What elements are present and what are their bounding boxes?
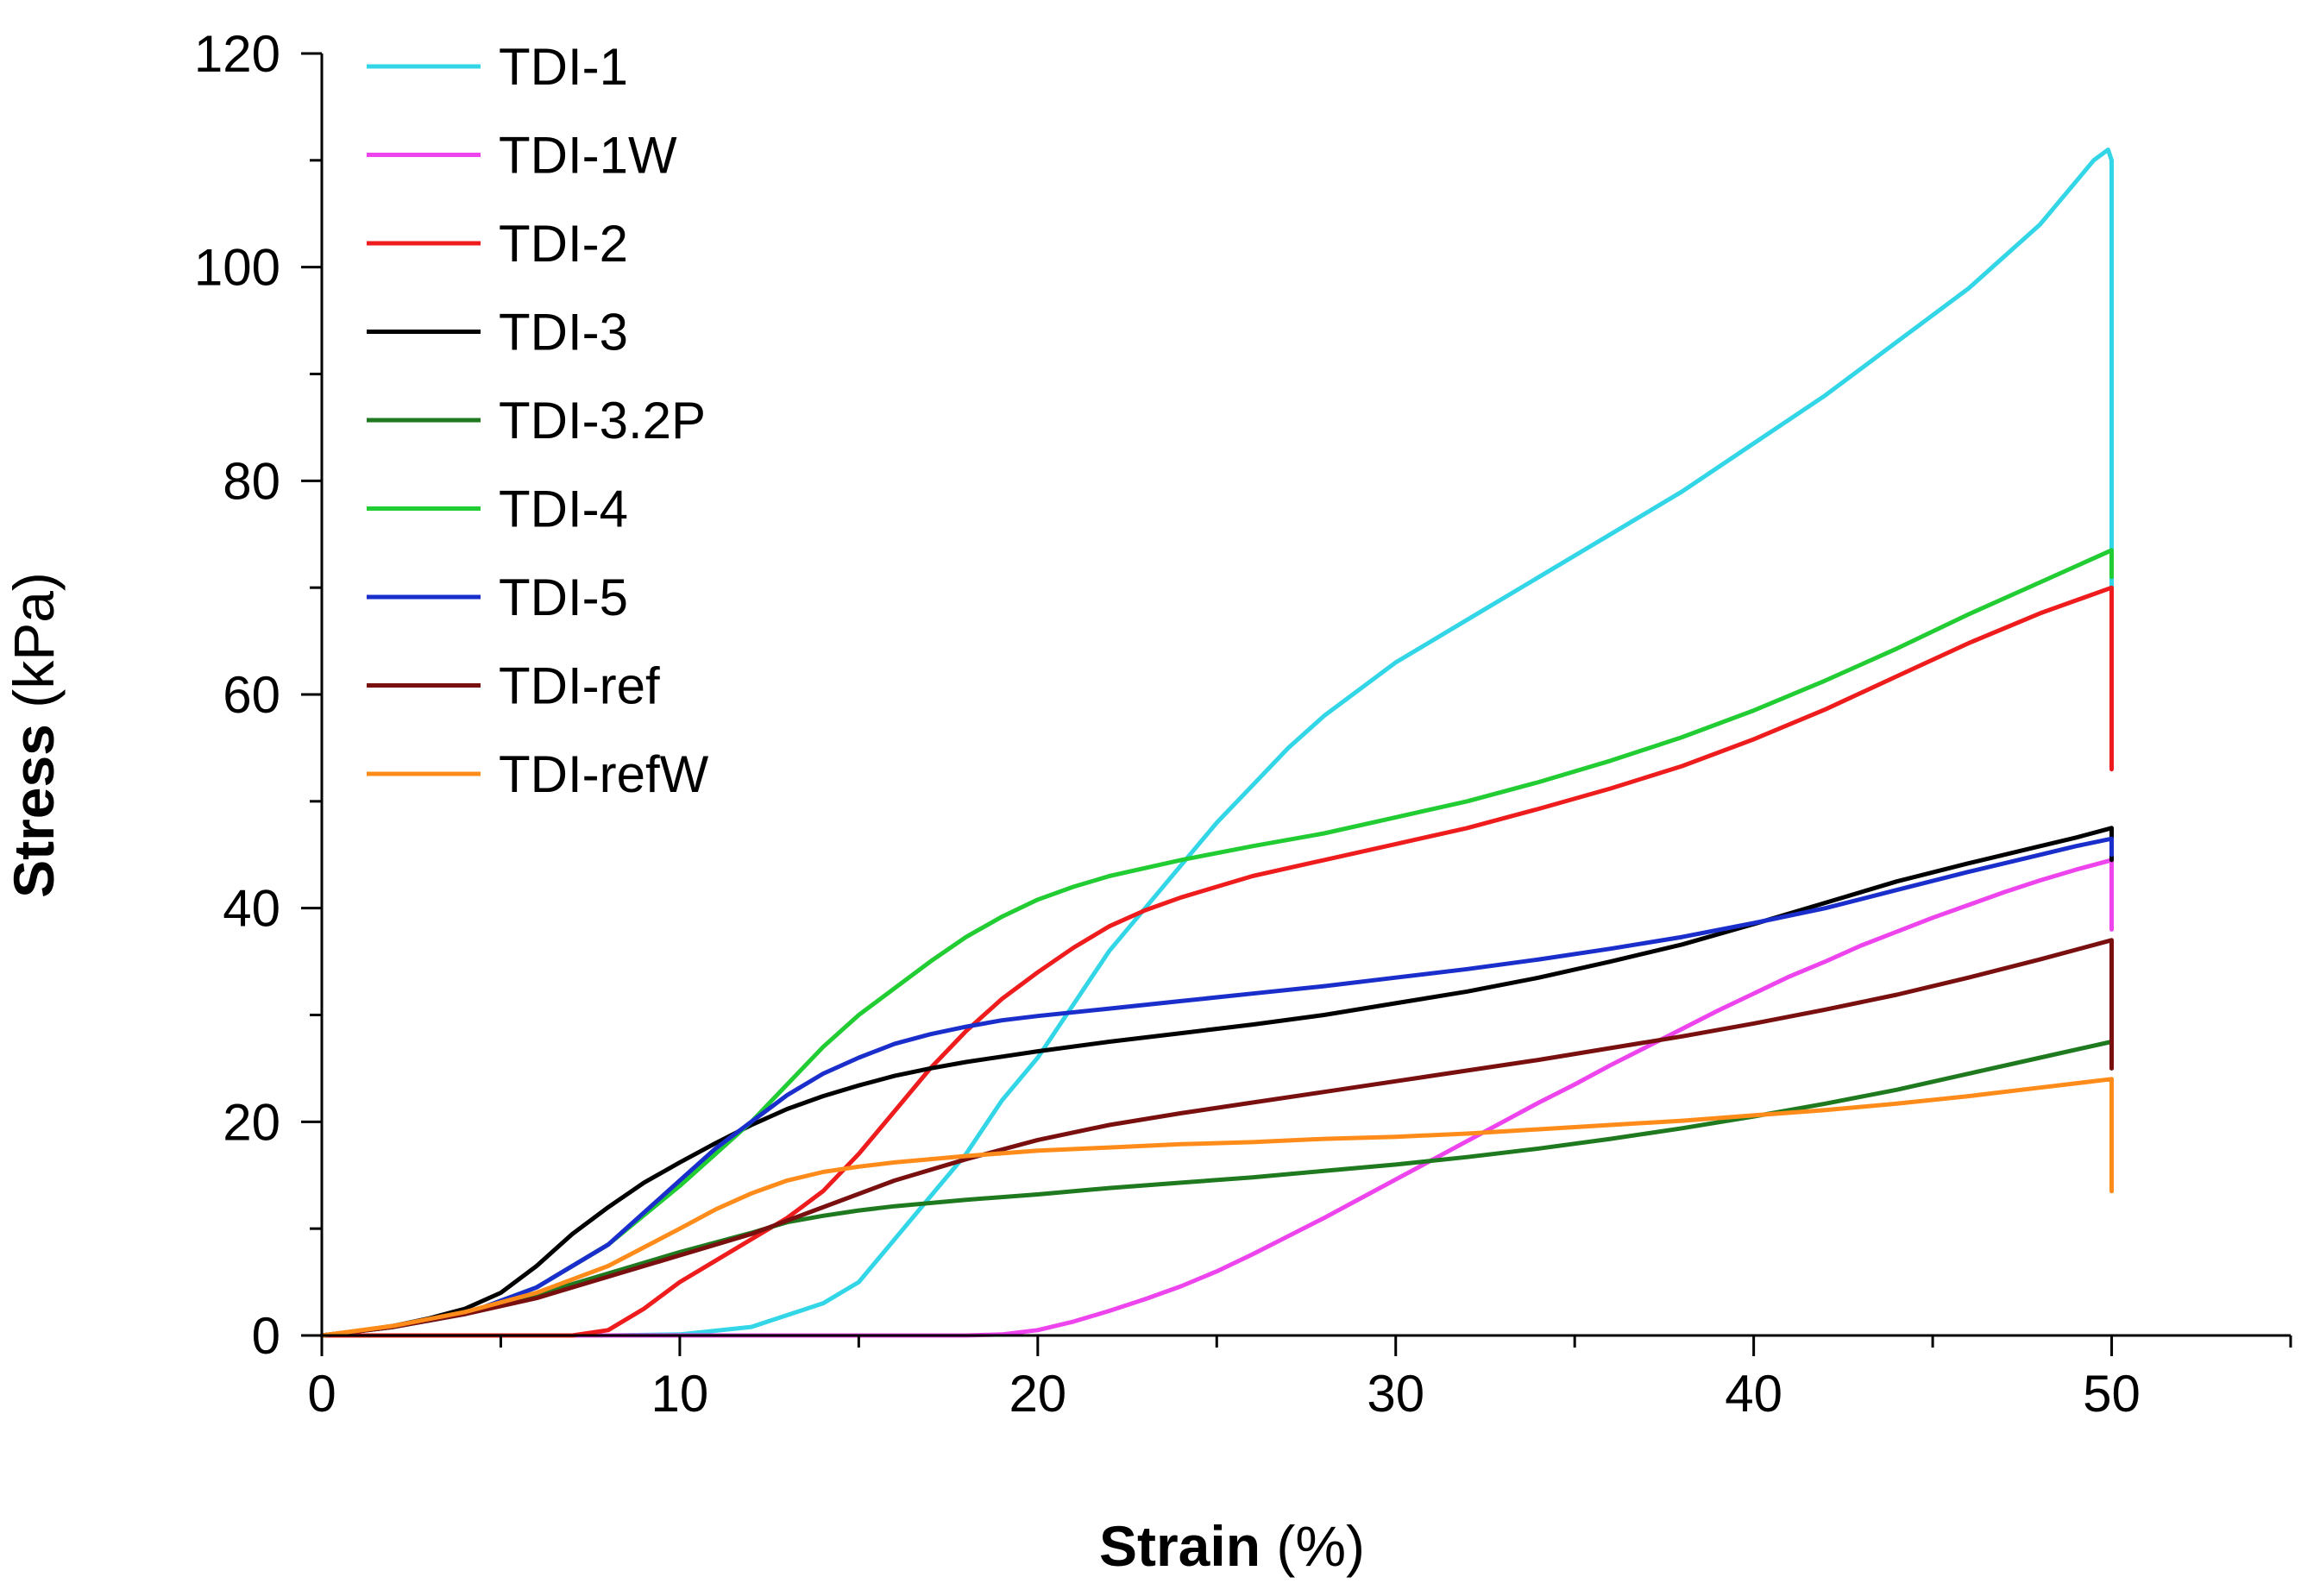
legend: TDI-1 TDI-1W TDI-2 TDI-3 TDI-3.2P TDI-4 TDI-5 T… (367, 38, 709, 803)
legend-label-tdi-1w: TDI-1W (499, 127, 677, 185)
y-tick-label: 100 (194, 239, 280, 297)
series-layer (319, 148, 2114, 1338)
series-line-tdi-4 (319, 548, 2114, 1338)
legend-label-tdi-5: TDI-5 (499, 569, 628, 626)
legend-label-tdi-2: TDI-2 (499, 215, 628, 273)
x-axis-title-unit: (%) (1261, 1514, 1365, 1578)
legend-label-tdi-4: TDI-4 (499, 481, 628, 538)
series-line-tdi-1 (319, 148, 2114, 1338)
y-tick-label: 120 (194, 25, 280, 83)
x-axis-title: Strain (%) (1099, 1514, 1365, 1578)
y-axis-title-unit: (kPa) (2, 572, 66, 724)
x-axis-title-main: Strain (1099, 1514, 1261, 1578)
y-tick-label: 0 (252, 1307, 280, 1365)
x-tick-label: 40 (1725, 1365, 1782, 1423)
x-tick-label: 0 (307, 1365, 336, 1423)
series-line-tdi-3 (319, 826, 2114, 1338)
axes-layer: 0 10 20 30 40 50 0 20 40 60 80 100 120 (194, 25, 2292, 1423)
series-line-tdi-3-2p (319, 1040, 2114, 1338)
series-line-tdi-1w (319, 858, 2114, 1338)
legend-label-tdi-3-2p: TDI-3.2P (499, 392, 706, 449)
y-tick-label: 20 (223, 1093, 280, 1151)
y-axis-title-main: Stress (2, 724, 66, 898)
x-tick-label: 10 (651, 1365, 709, 1423)
series-line-tdi-refw (319, 1077, 2114, 1338)
x-tick-label: 20 (1009, 1365, 1066, 1423)
y-tick-label: 40 (223, 880, 280, 938)
legend-label-tdi-3: TDI-3 (499, 304, 628, 361)
y-tick-label: 80 (223, 452, 280, 510)
legend-label-tdi-refw: TDI-refW (499, 745, 709, 803)
legend-label-tdi-1: TDI-1 (499, 38, 628, 96)
x-tick-label: 30 (1367, 1365, 1424, 1423)
series-line-tdi-ref (319, 938, 2114, 1338)
series-line-tdi-5 (319, 836, 2114, 1338)
y-tick-label: 60 (223, 666, 280, 724)
legend-label-tdi-ref: TDI-ref (499, 657, 660, 715)
series-line-tdi-2 (319, 585, 2114, 1338)
y-axis-title: Stress (kPa) (2, 572, 66, 898)
x-tick-label: 50 (2083, 1365, 2141, 1423)
